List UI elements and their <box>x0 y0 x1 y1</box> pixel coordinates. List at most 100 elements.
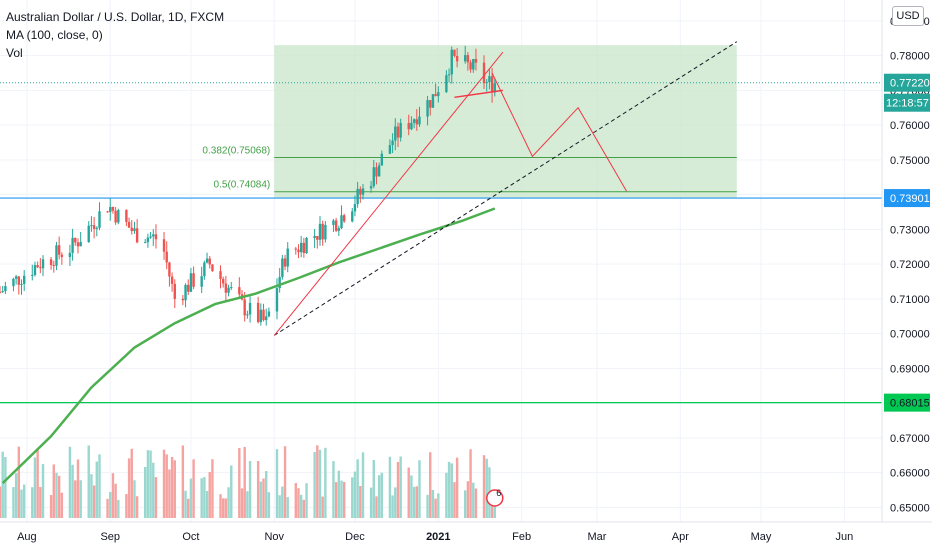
candle-body <box>275 288 279 312</box>
candle-body <box>337 228 341 231</box>
candle-body <box>76 242 80 247</box>
volume-bar <box>221 498 225 518</box>
volume-bar <box>238 447 241 518</box>
volume-bar <box>472 482 475 518</box>
candle-body <box>377 165 381 177</box>
volume-bar <box>399 456 402 518</box>
price-tick-label: 0.65000 <box>890 502 930 514</box>
volume-bar <box>165 454 168 518</box>
candle-body <box>485 82 488 84</box>
volume-bar <box>466 481 470 518</box>
candle-body <box>305 238 308 254</box>
volume-bar <box>353 471 357 518</box>
volume-bar <box>168 469 171 518</box>
candle-body <box>429 100 432 108</box>
time-axis-bg <box>0 522 932 550</box>
time-tick-label: 2021 <box>426 531 450 543</box>
projection-path <box>491 72 627 192</box>
volume-bar <box>377 475 381 518</box>
candle-body <box>265 316 268 321</box>
volume-bar <box>106 498 109 518</box>
candle-body <box>334 220 338 231</box>
volume-bar <box>324 447 327 518</box>
volume-bar <box>49 495 53 518</box>
candle-body <box>130 227 133 232</box>
volume-bar <box>321 496 324 518</box>
event-flag-icon <box>486 489 504 507</box>
candle-body <box>52 265 55 267</box>
volume-bar <box>31 487 34 518</box>
candle-body <box>490 76 494 93</box>
candle-body <box>299 242 303 253</box>
volume-bar <box>162 449 166 518</box>
volume-bar <box>135 496 139 518</box>
volume-bar <box>57 475 61 518</box>
volume-bar <box>4 457 7 518</box>
volume-bar <box>415 486 418 518</box>
volume-bar <box>394 487 397 518</box>
candle-body <box>472 58 475 70</box>
candle-body <box>278 277 281 289</box>
candle-body <box>49 259 53 266</box>
volume-bar <box>418 460 421 518</box>
time-tick-label: Sep <box>100 531 120 543</box>
candle-body <box>192 273 195 287</box>
candle-body <box>152 234 155 237</box>
candle-body <box>493 83 496 93</box>
candle-body <box>359 188 362 195</box>
volume-bar <box>455 457 459 518</box>
candle-body <box>227 287 230 293</box>
volume-bar <box>359 485 362 518</box>
volume-bar <box>318 449 322 518</box>
volume-bar <box>340 480 343 518</box>
volume-bar <box>74 480 77 518</box>
candle-body <box>447 74 451 76</box>
volume-bar <box>299 494 303 518</box>
candle-body <box>125 210 128 222</box>
volume-bar <box>485 458 488 518</box>
volume-bar <box>407 467 410 518</box>
candle-body <box>267 311 271 317</box>
volume-bar <box>265 471 268 518</box>
volume-bar <box>149 450 152 518</box>
price-tick-label: 0.67000 <box>890 433 930 445</box>
volume-bar <box>469 449 472 518</box>
volume-bar <box>474 488 478 518</box>
candle-body <box>482 62 486 84</box>
volume-bar <box>60 492 64 518</box>
volume-bar <box>208 471 211 518</box>
volume-bar <box>375 496 378 518</box>
candle-body <box>87 225 90 242</box>
chart-legend: Australian Dollar / U.S. Dollar, 1D, FXC… <box>6 8 224 62</box>
volume-bar <box>396 462 400 518</box>
candle-body <box>238 287 241 295</box>
candle-body <box>450 49 453 75</box>
volume-bar <box>356 459 359 518</box>
time-tick-label: May <box>751 531 772 543</box>
candle-body <box>316 235 319 240</box>
volume-bar <box>243 446 246 518</box>
volume-indicator-label[interactable]: Vol <box>6 46 23 60</box>
candle-body <box>149 236 152 238</box>
ma-indicator-label[interactable]: MA (100, close, 0) <box>6 28 103 42</box>
candle-body <box>208 258 211 265</box>
volume-bar <box>267 492 271 518</box>
volume-bar <box>246 491 249 518</box>
candle-body <box>146 237 150 243</box>
volume-bar <box>200 478 203 518</box>
candle-body <box>12 278 15 287</box>
volume-bar <box>372 459 375 518</box>
volume-bar <box>447 461 451 518</box>
candle-body <box>372 167 375 187</box>
volume-bar <box>334 482 338 518</box>
candle-body <box>39 267 42 269</box>
volume-bar <box>388 456 392 518</box>
volume-bar <box>337 470 341 518</box>
symbol-title[interactable]: Australian Dollar / U.S. Dollar, 1D, FXC… <box>6 10 225 24</box>
volume-bar <box>262 478 265 518</box>
candle-body <box>469 62 472 70</box>
currency-badge[interactable]: USD <box>892 6 924 26</box>
candle-body <box>20 283 23 285</box>
